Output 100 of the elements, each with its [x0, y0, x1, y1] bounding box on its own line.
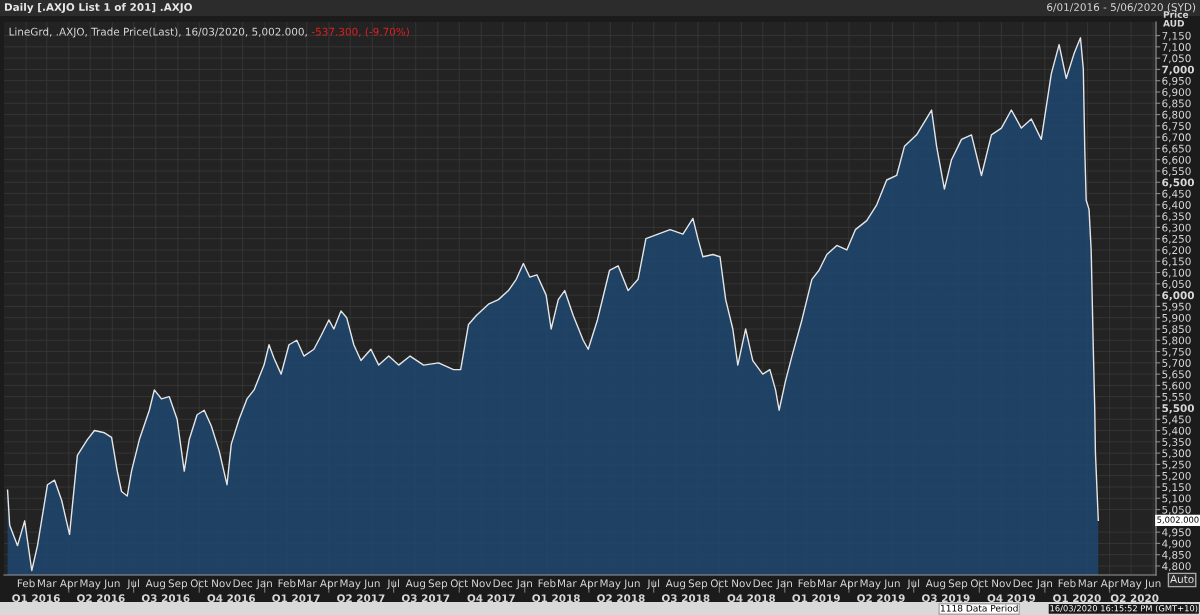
y-tick-label: 4,900: [1162, 539, 1191, 549]
x-tick-label: Jan: [516, 579, 532, 590]
y-tick-label: 4,850: [1162, 550, 1191, 560]
x-tick-label: Oct: [710, 579, 729, 588]
y-tick-label: 6,650: [1162, 144, 1191, 154]
y-tick-label: 6,450: [1162, 189, 1191, 199]
x-tick-label: Aug: [665, 579, 686, 590]
x-tick-label: Jul: [126, 579, 139, 590]
x-tick-label: Dec: [1013, 579, 1033, 588]
text: 16/03/2020 16:15:52 PM (GMT+10): [1050, 604, 1198, 613]
y-tick-label: 6,200: [1162, 246, 1191, 256]
x2-tick-label: Q4 2019: [987, 594, 1036, 604]
x-tick-label: Mar: [558, 579, 577, 588]
x-tick-label: Jul: [646, 579, 660, 590]
y-tick-label: 6,300: [1162, 223, 1191, 233]
x2-tick-label: Q3 2018: [661, 594, 710, 604]
x-tick-label: Jun: [363, 579, 380, 590]
x-tick-label: Jul: [906, 579, 920, 590]
x-tick-label: Oct: [970, 579, 989, 588]
y-tick-label: 6,850: [1162, 99, 1191, 109]
y-tick-label: 5,300: [1162, 449, 1191, 459]
x-tick-label: Dec: [753, 579, 773, 588]
y-tick-label: 6,150: [1162, 257, 1191, 267]
y-tick-label: 7,100: [1162, 43, 1191, 52]
y-tick-label: 6,700: [1162, 133, 1191, 143]
y-tick-label: 6,250: [1162, 234, 1191, 244]
y-tick-label: 6,600: [1162, 155, 1191, 165]
x2-tick-label: Q3 2019: [921, 594, 970, 604]
x2-tick-label: Q2 2019: [857, 594, 905, 604]
text: Auto: [1170, 575, 1194, 584]
x-tick-label: Apr: [1100, 579, 1119, 590]
y-tick-label: 6,350: [1162, 212, 1191, 222]
x-tick-label: Sep: [168, 579, 188, 590]
y-tick-label: 5,450: [1162, 415, 1191, 425]
y-tick-label: 5,800: [1162, 336, 1191, 346]
x-tick-label: Oct: [450, 579, 468, 588]
x-tick-label: Jan: [776, 579, 792, 590]
y-tick-label: 6,000: [1162, 291, 1195, 301]
x-tick-label: Feb: [17, 579, 35, 588]
y-tick-label: 6,400: [1162, 201, 1191, 210]
chart-title: Daily [.AXJO List 1 of 201] .AXJO: [4, 2, 192, 14]
y-tick-label: 5,150: [1162, 483, 1191, 493]
y-tick-label: 5,650: [1162, 370, 1191, 380]
y-tick-label: 5,950: [1162, 302, 1191, 312]
x-tick-label: Mar: [1078, 579, 1098, 588]
x-tick-label: Nov: [732, 579, 752, 588]
y-tick-label: 4,950: [1162, 528, 1191, 538]
x-tick-label: Jun: [1144, 579, 1161, 590]
x-tick-label: Apr: [319, 579, 338, 590]
x-tick-label: Apr: [59, 579, 78, 590]
x-tick-label: Jan: [1036, 579, 1053, 590]
x-tick-label: Mar: [818, 579, 837, 588]
y-tick-label: 5,050: [1162, 505, 1191, 515]
y-tick-label: 7,050: [1162, 54, 1191, 64]
y-tick-label: 6,050: [1162, 280, 1191, 289]
y-tick-label: 5,400: [1162, 426, 1191, 436]
x-tick-label: Apr: [840, 579, 858, 590]
x2-tick-label: Q2 2020: [1110, 594, 1159, 604]
x-tick-label: Dec: [493, 579, 513, 588]
y-axis-title: Price AUD: [1163, 11, 1189, 27]
y-tick-label: 5,900: [1162, 313, 1191, 323]
y-tick-label: 5,500: [1162, 404, 1195, 414]
y-tick-label: 5,200: [1162, 471, 1191, 481]
x-tick-label: Feb: [278, 579, 296, 588]
y-tick-label: 5,700: [1162, 359, 1191, 368]
x-tick-label: Jun: [103, 579, 120, 590]
y-tick-label: 7,150: [1162, 31, 1191, 41]
y-tick-label: 6,750: [1162, 122, 1191, 131]
x-tick-label: Jun: [883, 579, 900, 590]
y-tick-label: 6,950: [1162, 76, 1191, 86]
x-tick-label: Aug: [405, 579, 426, 590]
x-tick-label: Sep: [428, 579, 448, 590]
x-tick-label: Jun: [623, 579, 640, 590]
x2-tick-label: Q2 2016: [77, 594, 125, 604]
x-tick-label: Nov: [212, 579, 232, 588]
x-tick-label: Nov: [472, 579, 492, 588]
y-tick-label: 6,800: [1162, 110, 1191, 120]
y-tick-label: 5,600: [1162, 381, 1191, 391]
x-tick-label: Jul: [386, 579, 400, 590]
x-tick-label: May: [860, 579, 881, 590]
y-tick-label: 5,750: [1162, 347, 1191, 357]
x2-tick-label: Q3 2016: [141, 594, 190, 604]
y-tick-label: 5,250: [1162, 460, 1191, 470]
x-tick-label: Apr: [579, 579, 598, 590]
annotation: -537.300, (-9.70%): [311, 27, 409, 37]
x-tick-label: Nov: [992, 579, 1012, 588]
y-tick-label: 5,100: [1162, 494, 1191, 504]
x-tick-label: May: [340, 579, 361, 590]
y-tick-label: 6,550: [1162, 167, 1191, 177]
x2-tick-label: Q2 2017: [337, 594, 385, 604]
x-tick-label: Mar: [37, 579, 57, 588]
x-tick-label: Feb: [1058, 579, 1076, 588]
x-tick-label: Feb: [538, 579, 556, 588]
y-tick-label: 6,900: [1162, 88, 1191, 98]
text: LineGrd, .AXJO, Trade Price(Last), 16/03/2020, 5,002.000,: [9, 27, 307, 38]
x-tick-label: May: [1121, 579, 1142, 590]
y-tick-label: 6,500: [1162, 178, 1195, 188]
y-tick-label: 7,000: [1162, 65, 1195, 75]
y-tick-label: 6,100: [1162, 268, 1191, 278]
y-tick-label: 4,800: [1162, 562, 1191, 572]
